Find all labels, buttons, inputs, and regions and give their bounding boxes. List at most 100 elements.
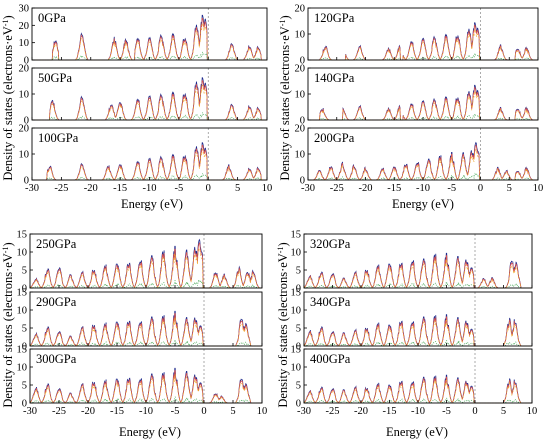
pressure-label: 400GPa — [310, 352, 351, 366]
dos-series-3 — [308, 148, 538, 181]
dos-series-2 — [303, 316, 532, 347]
y-tick-label: 10 — [291, 248, 302, 259]
y-tick-label: 15 — [17, 345, 28, 356]
y-tick-label: 0 — [296, 342, 301, 353]
dos-series-1 — [29, 310, 262, 347]
pressure-label: 120GPa — [314, 11, 355, 25]
x-tick-label: -5 — [447, 183, 456, 194]
y-tick-label: 10 — [17, 248, 28, 259]
x-axis-title-top-left: Energy (eV) — [121, 197, 183, 211]
y-tick-label: 0 — [22, 284, 27, 295]
panel-400GPa: 0 5 10 15 -30 -25 -20 -15 -10 -5 0 5 10 400GPa — [291, 345, 538, 418]
y-tick-label: 0 — [24, 56, 29, 67]
y-tick-label: 5 — [22, 266, 27, 277]
pressure-label: 320GPa — [310, 237, 351, 251]
dos-series-2 — [303, 376, 532, 404]
y-tick-label: 20 — [19, 64, 30, 75]
panel-50GPa: 0 10 20 50GPa — [19, 64, 268, 127]
y-tick-label: 15 — [291, 345, 302, 356]
y-tick-label: 10 — [291, 363, 302, 374]
x-tick-label: -20 — [354, 406, 368, 417]
x-tick-label: -25 — [326, 406, 340, 417]
dos-series-2 — [303, 255, 532, 289]
dos-series-1 — [303, 374, 532, 404]
x-tick-label: 5 — [230, 406, 235, 417]
x-axis-title-top-right: Energy (eV) — [392, 197, 454, 211]
dos-series-3 — [32, 85, 267, 121]
x-tick-label: -20 — [359, 183, 373, 194]
y-tick-label: 15 — [17, 230, 28, 241]
x-tick-label: 10 — [262, 183, 273, 194]
panel-340GPa: 0 5 10 15 340GPa — [291, 288, 533, 353]
dos-series-4 — [303, 281, 532, 289]
pressure-label: 340GPa — [310, 295, 351, 309]
dos-series-3 — [308, 29, 538, 61]
y-tick-label: 10 — [19, 150, 30, 161]
x-tick-label: -25 — [330, 183, 344, 194]
dos-series-3 — [29, 374, 262, 404]
y-tick-label: 5 — [296, 266, 301, 277]
y-tick-label: 30 — [19, 4, 30, 15]
x-tick-label: 0 — [201, 406, 206, 417]
pressure-label: 300GPa — [36, 352, 77, 366]
y-tick-label: 5 — [296, 324, 301, 335]
x-tick-label: -30 — [297, 406, 311, 417]
pressure-label: 140GPa — [314, 71, 355, 85]
y-tick-label: 20 — [295, 64, 306, 75]
y-tick-label: 15 — [291, 230, 302, 241]
y-tick-label: 20 — [19, 124, 30, 135]
pressure-label: 50GPa — [38, 71, 72, 85]
y-axis-title-bottom-left: Density of states (electrons·eV-1) — [1, 242, 15, 407]
dos-series-3 — [303, 259, 532, 289]
pressure-label: 290GPa — [36, 295, 77, 309]
dos-series-2 — [29, 370, 262, 404]
y-tick-label: 5 — [296, 381, 301, 392]
y-axis-title-top-left: Density of states (electrons·eV-1) — [1, 15, 15, 180]
x-tick-label: 10 — [257, 406, 268, 417]
x-tick-label: -5 — [171, 406, 180, 417]
dos-series-1 — [303, 314, 532, 347]
x-tick-label: 5 — [235, 183, 240, 194]
panel-120GPa: 0 10 20 120GPa — [295, 4, 539, 67]
x-tick-label: -20 — [84, 183, 98, 194]
dos-series-2 — [32, 80, 267, 121]
y-tick-label: 0 — [22, 399, 27, 410]
dos-series-2 — [32, 18, 267, 61]
y-tick-label: 10 — [295, 30, 306, 41]
x-tick-label: -15 — [113, 183, 127, 194]
y-tick-label: 20 — [295, 4, 306, 15]
y-tick-label: 10 — [17, 306, 28, 317]
y-tick-label: 5 — [22, 381, 27, 392]
y-axis-title-top-right: Density of states (electrons·eV-1) — [278, 15, 292, 180]
y-tick-label: 15 — [291, 288, 302, 299]
dos-series-1 — [32, 14, 267, 61]
x-axis-title-bottom-left: Energy (eV) — [119, 425, 181, 439]
x-axis-title-bottom-right: Energy (eV) — [386, 425, 448, 439]
dos-series-1 — [303, 252, 532, 289]
x-tick-label: -15 — [387, 183, 401, 194]
pressure-label: 250GPa — [36, 237, 77, 251]
y-tick-label: 10 — [295, 90, 306, 101]
dos-series-1 — [308, 141, 538, 181]
y-tick-label: 0 — [296, 284, 301, 295]
dos-series-1 — [29, 367, 262, 404]
x-tick-label: -10 — [139, 406, 153, 417]
dos-series-2 — [29, 313, 262, 347]
x-tick-label: -20 — [81, 406, 95, 417]
dos-panels: 0 10 20 300GPa 0 10 20 50GPa 0 10 20 -30 -25 -20 -15 -1… — [17, 4, 544, 418]
y-tick-label: 20 — [295, 124, 306, 135]
y-tick-label: 0 — [24, 116, 29, 127]
y-tick-label: 20 — [19, 21, 30, 32]
panel-100GPa: 0 10 20 -30 -25 -20 -15 -10 -5 0 5 10 100GPa — [19, 124, 273, 195]
x-tick-label: 0 — [472, 406, 477, 417]
x-tick-label: -15 — [110, 406, 124, 417]
x-tick-label: -15 — [383, 406, 397, 417]
x-tick-label: 10 — [527, 406, 538, 417]
dos-series-3 — [32, 23, 267, 61]
panel-250GPa: 0 5 10 15 250GPa — [17, 230, 263, 295]
y-tick-label: 0 — [300, 56, 305, 67]
x-tick-label: -5 — [175, 183, 184, 194]
plot-frame — [31, 7, 268, 61]
y-tick-label: 0 — [296, 399, 301, 410]
